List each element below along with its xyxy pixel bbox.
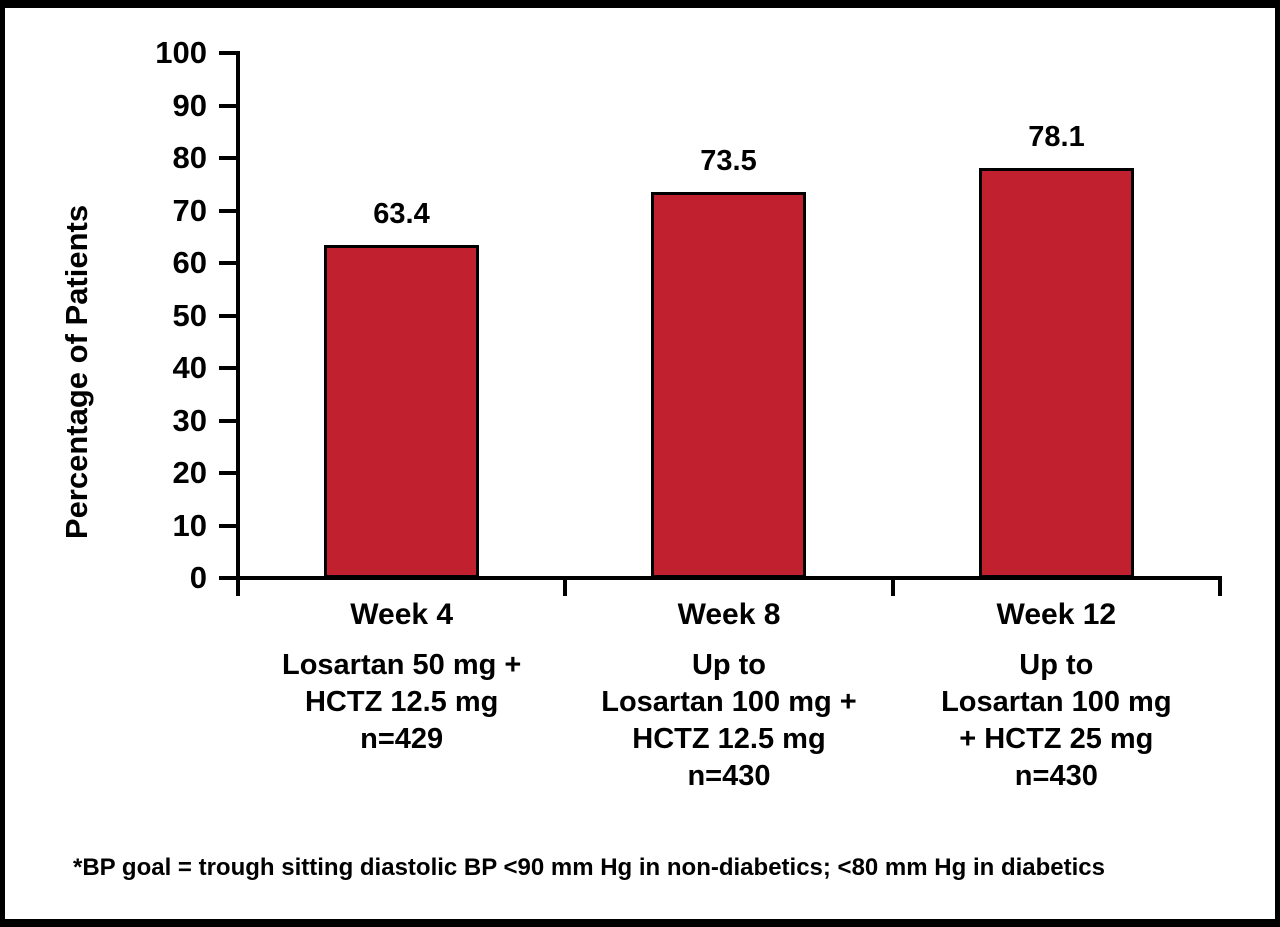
y-axis-tick-label: 20: [172, 455, 207, 490]
y-axis-tick-label: 50: [172, 297, 207, 333]
x-category-subline: + HCTZ 25 mg: [959, 723, 1154, 755]
x-axis-tick: [1218, 580, 1222, 596]
x-axis-tick: [890, 580, 895, 596]
x-category-subline: n=430: [687, 760, 771, 792]
y-axis-tick: [219, 261, 236, 265]
x-category-subline: Losartan 100 mg: [941, 686, 1172, 718]
x-category-title: Week 12: [996, 598, 1117, 631]
y-axis-tick: [219, 418, 236, 423]
y-axis-tick: [219, 103, 236, 108]
y-axis-tick: [219, 208, 236, 213]
x-category-subline: n=429: [360, 723, 444, 755]
x-category-block: Week 8 Up to Losartan 100 mg + HCTZ 12.5 mg…: [565, 598, 892, 795]
y-axis-tick-label: 100: [155, 35, 207, 70]
x-category-subline: Up to: [691, 649, 767, 681]
y-axis-tick: [219, 366, 236, 370]
x-axis-tick: [236, 580, 240, 596]
y-axis-tick-label: 60: [172, 245, 207, 280]
y-axis-tick-label: 70: [172, 192, 207, 228]
bar-value-label: 63.4: [373, 198, 430, 230]
x-category-subline: Losartan 50 mg +: [281, 649, 522, 681]
y-axis-tick: [219, 51, 236, 55]
x-category-block: Week 12 Up to Losartan 100 mg + HCTZ 25 mg n…: [893, 598, 1220, 795]
bar: [979, 168, 1134, 578]
x-category-subline: HCTZ 12.5 mg: [632, 723, 826, 755]
y-axis-tick-label: 30: [172, 402, 207, 438]
x-category-subline: Losartan 100 mg +: [601, 686, 857, 718]
x-category-subline: HCTZ 12.5 mg: [304, 686, 499, 718]
y-axis-tick: [219, 576, 236, 580]
bar: [651, 192, 806, 578]
x-category-title: Week 8: [677, 598, 781, 631]
y-axis-tick-label: 40: [172, 350, 207, 385]
y-axis-tick: [219, 313, 236, 318]
y-axis-tick: [219, 523, 236, 528]
footnote: *BP goal = trough sitting diastolic BP <…: [73, 854, 1105, 881]
x-category-title: Week 4: [350, 598, 454, 631]
x-category-block: Week 4 Losartan 50 mg + HCTZ 12.5 mg n=429: [238, 598, 565, 758]
y-axis-line: [236, 51, 240, 594]
y-axis-tick-label: 90: [172, 87, 207, 123]
y-axis-tick-label: 80: [172, 140, 207, 175]
x-axis-line: [236, 576, 1222, 580]
x-category-subline: Up to: [1019, 649, 1094, 681]
bar-value-label: 73.5: [700, 145, 757, 177]
x-category-subline: n=430: [1014, 760, 1098, 792]
bar-value-label: 78.1: [1028, 121, 1085, 153]
y-axis-tick: [219, 471, 236, 475]
bar: [324, 245, 479, 578]
y-axis-tick: [219, 156, 236, 160]
y-axis-tick-label: 0: [189, 560, 207, 595]
y-axis-tick-label: 10: [172, 507, 207, 543]
x-axis-tick: [563, 580, 568, 596]
